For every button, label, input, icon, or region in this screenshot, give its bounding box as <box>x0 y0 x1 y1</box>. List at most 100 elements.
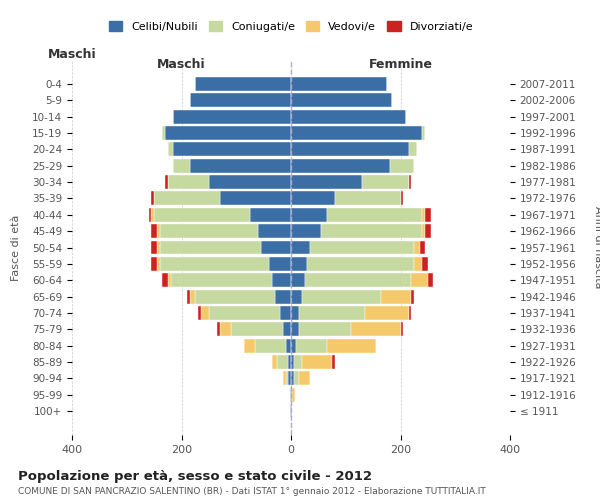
Bar <box>272 274 291 287</box>
Bar <box>163 274 168 287</box>
Bar <box>231 322 283 336</box>
Bar <box>422 126 425 140</box>
Bar <box>321 224 422 238</box>
Bar <box>291 208 326 222</box>
Text: Popolazione per età, sesso e stato civile - 2012: Popolazione per età, sesso e stato civil… <box>18 470 372 483</box>
Bar <box>296 338 326 352</box>
Bar <box>291 77 387 91</box>
Bar <box>269 257 291 271</box>
Bar <box>419 240 425 254</box>
Bar <box>151 257 157 271</box>
Bar <box>217 322 220 336</box>
Bar <box>291 240 310 254</box>
Bar <box>291 192 335 205</box>
Bar <box>291 94 392 108</box>
Bar <box>151 240 157 254</box>
Bar <box>291 142 409 156</box>
Bar <box>414 257 422 271</box>
Bar <box>160 240 261 254</box>
Bar <box>187 290 190 304</box>
Bar <box>168 175 209 189</box>
Bar <box>283 372 286 386</box>
Bar <box>302 290 382 304</box>
Bar <box>291 290 302 304</box>
Bar <box>291 110 406 124</box>
Bar <box>291 306 299 320</box>
Bar <box>272 355 277 369</box>
Bar <box>291 175 362 189</box>
Bar <box>275 290 291 304</box>
Bar <box>209 175 291 189</box>
Bar <box>170 274 272 287</box>
Bar <box>220 192 291 205</box>
Bar <box>220 322 231 336</box>
Bar <box>351 322 401 336</box>
Bar <box>190 290 195 304</box>
Legend: Celibi/Nubili, Coniugati/e, Vedovi/e, Divorziati/e: Celibi/Nubili, Coniugati/e, Vedovi/e, Di… <box>104 17 478 36</box>
Bar <box>261 240 291 254</box>
Text: Femmine: Femmine <box>368 58 433 71</box>
Bar <box>294 372 299 386</box>
Bar <box>163 126 165 140</box>
Bar <box>154 192 220 205</box>
Bar <box>157 224 160 238</box>
Bar <box>382 290 412 304</box>
Bar <box>335 192 401 205</box>
Bar <box>286 338 291 352</box>
Bar <box>305 274 412 287</box>
Bar <box>294 355 302 369</box>
Bar <box>168 142 173 156</box>
Bar <box>414 240 419 254</box>
Bar <box>291 126 422 140</box>
Bar <box>165 175 168 189</box>
Bar <box>173 110 291 124</box>
Bar <box>401 192 403 205</box>
Bar <box>409 142 417 156</box>
Text: Maschi: Maschi <box>47 48 97 61</box>
Bar <box>286 372 288 386</box>
Bar <box>412 290 414 304</box>
Bar <box>291 338 296 352</box>
Bar <box>291 159 389 172</box>
Bar <box>256 338 286 352</box>
Bar <box>291 355 294 369</box>
Bar <box>288 355 291 369</box>
Bar <box>365 306 409 320</box>
Bar <box>190 94 291 108</box>
Bar <box>157 257 160 271</box>
Bar <box>326 208 422 222</box>
Text: COMUNE DI SAN PANCRAZIO SALENTINO (BR) - Dati ISTAT 1° gennaio 2012 - Elaborazio: COMUNE DI SAN PANCRAZIO SALENTINO (BR) -… <box>18 488 486 496</box>
Bar <box>291 274 305 287</box>
Bar <box>154 208 250 222</box>
Bar <box>425 224 431 238</box>
Bar <box>258 224 291 238</box>
Bar <box>288 372 291 386</box>
Bar <box>292 388 295 402</box>
Bar <box>244 338 256 352</box>
Text: Maschi: Maschi <box>157 58 206 71</box>
Bar <box>277 355 288 369</box>
Bar <box>149 208 151 222</box>
Bar <box>151 192 154 205</box>
Bar <box>173 142 291 156</box>
Bar <box>412 274 428 287</box>
Bar <box>165 126 291 140</box>
Bar <box>151 224 157 238</box>
Bar <box>332 355 335 369</box>
Bar <box>401 322 403 336</box>
Bar <box>291 404 292 418</box>
Y-axis label: Fasce di età: Fasce di età <box>11 214 21 280</box>
Bar <box>409 175 412 189</box>
Bar <box>283 322 291 336</box>
Bar <box>209 306 280 320</box>
Bar <box>290 404 291 418</box>
Bar <box>409 306 412 320</box>
Bar <box>425 208 431 222</box>
Bar <box>195 77 291 91</box>
Bar <box>195 290 275 304</box>
Bar <box>290 388 291 402</box>
Bar <box>291 372 294 386</box>
Bar <box>291 388 292 402</box>
Bar <box>299 322 351 336</box>
Bar <box>250 208 291 222</box>
